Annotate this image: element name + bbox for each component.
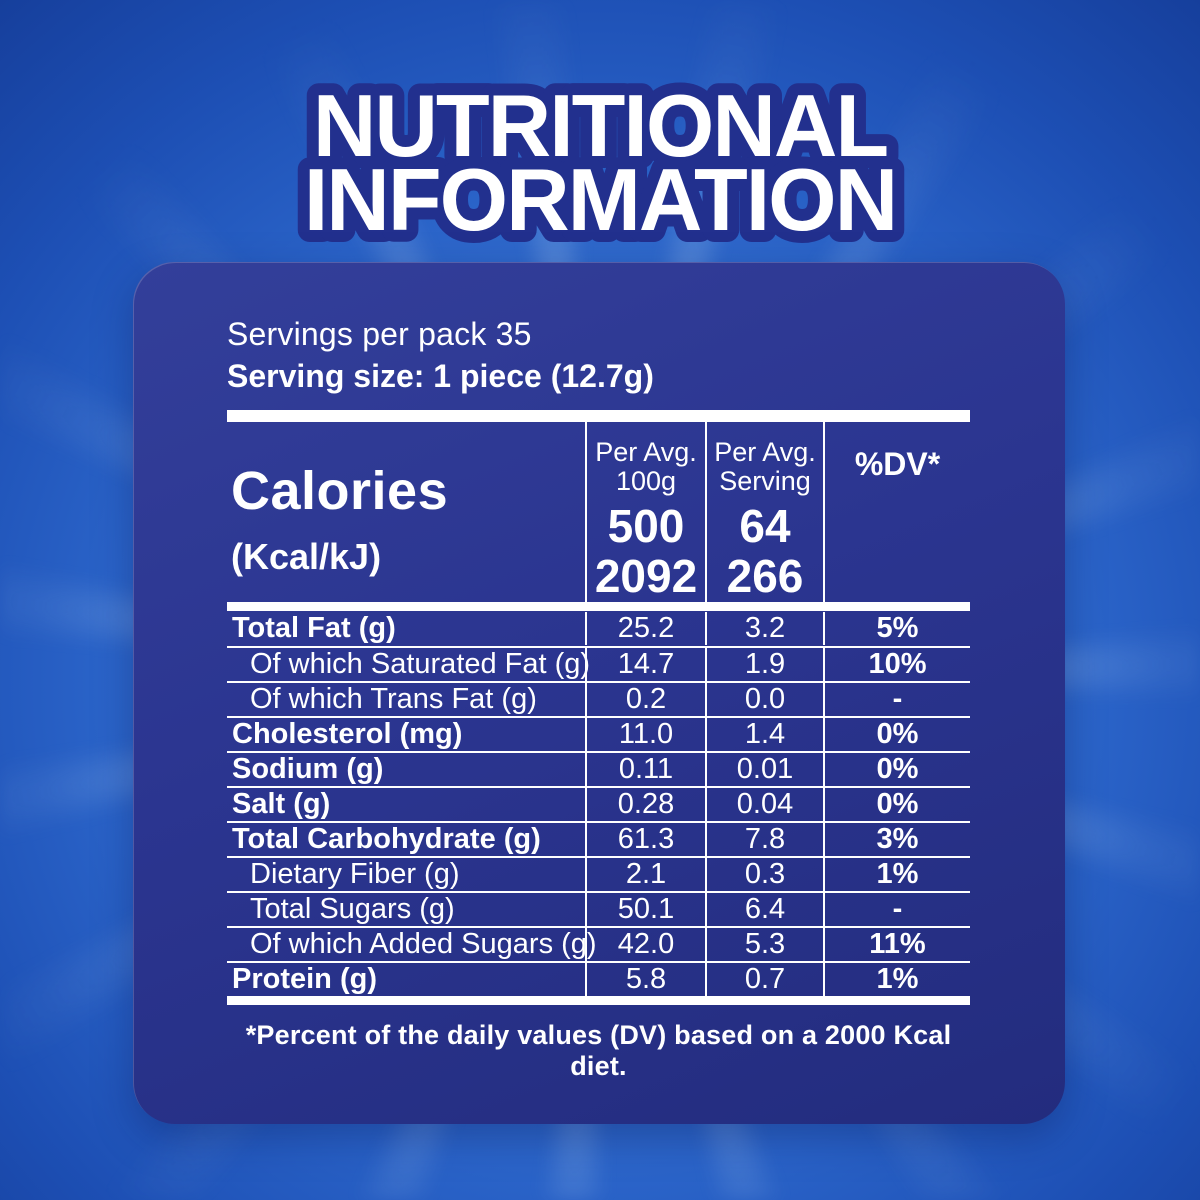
value-per-serving: 3.2: [705, 612, 823, 645]
servings-per-pack: Servings per pack 35: [227, 316, 532, 352]
value-dv: 0%: [823, 753, 970, 786]
per-100g-header-line2: 100g: [615, 465, 677, 496]
calories-header-cell: Calories (Kcal/kJ): [227, 422, 585, 602]
value-dv: 1%: [823, 963, 970, 996]
value-per-100g: 14.7: [585, 648, 705, 681]
value-per-serving: 1.4: [705, 718, 823, 751]
calories-label: Calories: [231, 461, 449, 521]
value-per-serving: 0.01: [705, 753, 823, 786]
table-row: Of which Added Sugars (g) 42.0 5.3 11%: [227, 926, 970, 961]
value-per-serving: 0.7: [705, 963, 823, 996]
value-per-serving: 7.8: [705, 823, 823, 856]
value-dv: 11%: [823, 928, 970, 961]
table-row: Total Sugars (g) 50.1 6.4 -: [227, 891, 970, 926]
per-serving-header-line2: Serving: [719, 465, 811, 496]
table-row: Dietary Fiber (g) 2.1 0.3 1%: [227, 856, 970, 891]
row-label: Protein (g): [232, 963, 377, 995]
row-label: Of which Trans Fat (g): [250, 683, 537, 715]
table-header-row: Calories (Kcal/kJ) Per Avg. 100g 500 209…: [227, 422, 970, 602]
table-bottom-bar: [227, 996, 970, 1005]
table-top-bar: [227, 410, 970, 422]
value-per-100g: 42.0: [585, 928, 705, 961]
value-per-serving: 0.04: [705, 788, 823, 821]
value-per-100g: 50.1: [585, 893, 705, 926]
row-label: Dietary Fiber (g): [250, 858, 460, 890]
value-per-100g: 0.11: [585, 753, 705, 786]
title-line-1: NUTRITIONAL: [313, 76, 888, 175]
nutrition-panel: Servings per pack 35 Serving size: 1 pie…: [133, 262, 1065, 1124]
dv-header-cell: %DV*: [823, 422, 970, 602]
per-serving-header-line1: Per Avg.: [714, 437, 816, 467]
value-per-100g: 2.1: [585, 858, 705, 891]
value-per-serving: 1.9: [705, 648, 823, 681]
value-per-serving: 0.3: [705, 858, 823, 891]
value-dv: 0%: [823, 718, 970, 751]
table-row: Salt (g) 0.28 0.04 0%: [227, 786, 970, 821]
table-row: Protein (g) 5.8 0.7 1%: [227, 961, 970, 996]
calories-kj-per-100g: 2092: [594, 550, 698, 603]
table-mid-bar: [227, 602, 970, 611]
table-row: Sodium (g) 0.11 0.01 0%: [227, 751, 970, 786]
value-dv: 10%: [823, 648, 970, 681]
value-per-serving: 0.0: [705, 683, 823, 716]
value-per-serving: 5.3: [705, 928, 823, 961]
per-serving-header-cell: Per Avg. Serving 64 266: [705, 422, 823, 602]
table-row: Cholesterol (mg) 11.0 1.4 0%: [227, 716, 970, 751]
table-row: Total Carbohydrate (g) 61.3 7.8 3%: [227, 821, 970, 856]
value-dv: 5%: [823, 612, 970, 645]
calories-kcal-per-serving: 64: [739, 500, 791, 553]
value-dv: -: [823, 683, 970, 716]
table-row: Of which Trans Fat (g) 0.2 0.0 -: [227, 681, 970, 716]
calories-unit: (Kcal/kJ): [231, 536, 382, 577]
value-per-100g: 5.8: [585, 963, 705, 996]
page-title: NUTRITIONAL INFORMATION: [0, 30, 1200, 270]
table-row: Total Fat (g) 25.2 3.2 5%: [227, 611, 970, 646]
value-per-100g: 0.2: [585, 683, 705, 716]
row-label: Total Sugars (g): [250, 893, 455, 925]
per-serving-column-header: Per Avg. Serving: [714, 438, 816, 495]
row-label: Salt (g): [232, 788, 331, 820]
value-per-100g: 0.28: [585, 788, 705, 821]
title-line-2: INFORMATION: [304, 150, 896, 249]
dv-column-header: %DV*: [854, 446, 941, 482]
row-label: Of which Added Sugars (g): [250, 928, 597, 960]
per-100g-header-line1: Per Avg.: [595, 437, 697, 467]
value-dv: 1%: [823, 858, 970, 891]
value-per-serving: 6.4: [705, 893, 823, 926]
per-100g-header-cell: Per Avg. 100g 500 2092: [585, 422, 705, 602]
calories-kj-per-serving: 266: [726, 550, 804, 603]
value-dv: -: [823, 893, 970, 926]
value-dv: 3%: [823, 823, 970, 856]
nutrition-table: Calories (Kcal/kJ) Per Avg. 100g 500 209…: [227, 410, 970, 1005]
row-label: Of which Saturated Fat (g): [250, 648, 591, 680]
row-label: Total Fat (g): [232, 612, 396, 644]
calories-kcal-per-100g: 500: [607, 500, 685, 553]
per-100g-column-header: Per Avg. 100g: [595, 438, 697, 495]
value-per-100g: 11.0: [585, 718, 705, 751]
value-per-100g: 61.3: [585, 823, 705, 856]
value-dv: 0%: [823, 788, 970, 821]
table-row: Of which Saturated Fat (g) 14.7 1.9 10%: [227, 646, 970, 681]
dv-footnote: *Percent of the daily values (DV) based …: [245, 1020, 952, 1081]
row-label: Cholesterol (mg): [232, 718, 463, 750]
value-per-100g: 25.2: [585, 612, 705, 645]
row-label: Sodium (g): [232, 753, 384, 785]
serving-size: Serving size: 1 piece (12.7g): [227, 358, 654, 394]
row-label: Total Carbohydrate (g): [232, 823, 541, 855]
